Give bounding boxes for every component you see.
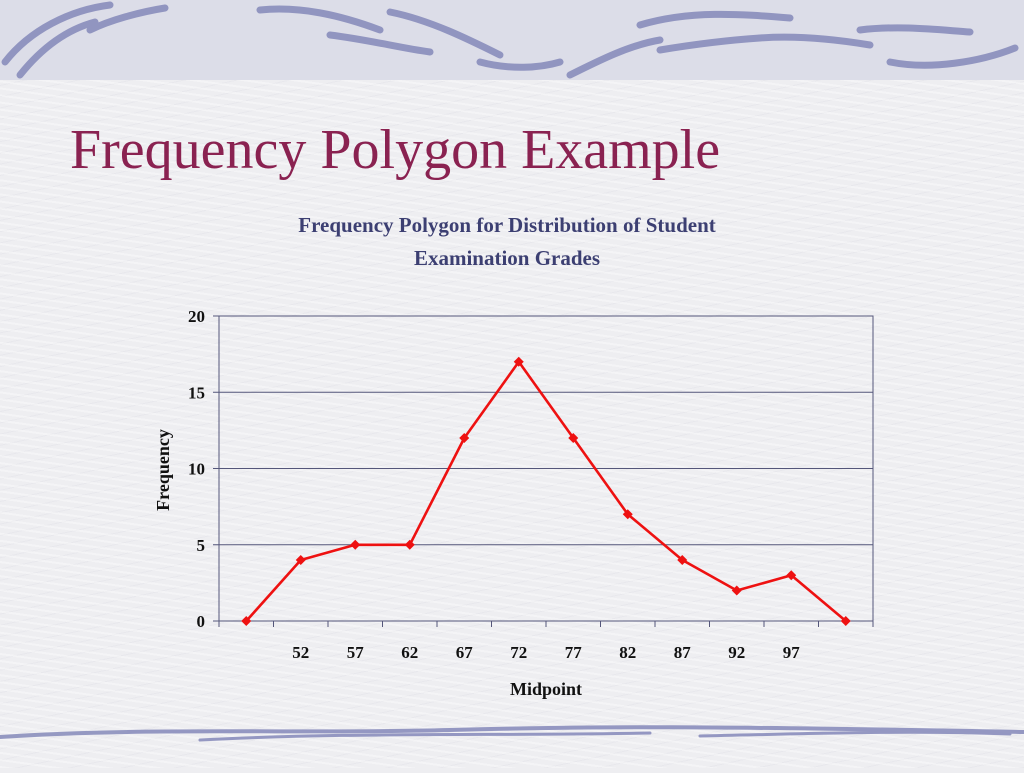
slide-title: Frequency Polygon Example xyxy=(70,119,721,181)
x-tick-label: 72 xyxy=(510,643,527,662)
x-tick-label: 97 xyxy=(783,643,801,662)
data-point-marker xyxy=(350,539,361,550)
chart-title-line-2: Examination Grades xyxy=(414,246,600,270)
data-point-marker xyxy=(295,555,306,565)
x-tick-label: 62 xyxy=(401,643,418,662)
chart-title-line-1: Frequency Polygon for Distribution of St… xyxy=(298,213,716,237)
data-point-marker xyxy=(731,585,742,596)
x-tick-label: 57 xyxy=(347,643,365,662)
x-tick-label: 67 xyxy=(456,643,474,662)
x-axis-label: Midpoint xyxy=(510,679,582,699)
data-point-marker xyxy=(622,509,633,520)
data-point-marker xyxy=(568,433,579,443)
decorative-footer-band xyxy=(0,712,1024,773)
y-tick-label: 0 xyxy=(197,612,206,631)
data-point-marker xyxy=(786,570,797,581)
y-tick-label: 5 xyxy=(197,536,206,555)
data-point-marker xyxy=(513,356,524,367)
y-tick-label: 20 xyxy=(188,307,205,326)
data-point-marker xyxy=(840,616,851,626)
y-tick-label: 10 xyxy=(188,460,205,479)
decorative-header-band xyxy=(0,0,1024,80)
y-tick-label: 15 xyxy=(188,383,205,402)
data-point-marker xyxy=(459,433,470,443)
series-line xyxy=(245,360,847,622)
x-tick-label: 82 xyxy=(619,643,636,662)
x-tick-label: 77 xyxy=(565,643,583,662)
data-point-marker xyxy=(404,539,415,550)
data-point-marker xyxy=(677,555,688,565)
x-tick-label: 87 xyxy=(674,643,692,662)
x-tick-label: 92 xyxy=(728,643,745,662)
x-tick-label: 52 xyxy=(292,643,309,662)
data-point-marker xyxy=(241,616,252,626)
y-axis-label: Frequency xyxy=(153,429,173,511)
